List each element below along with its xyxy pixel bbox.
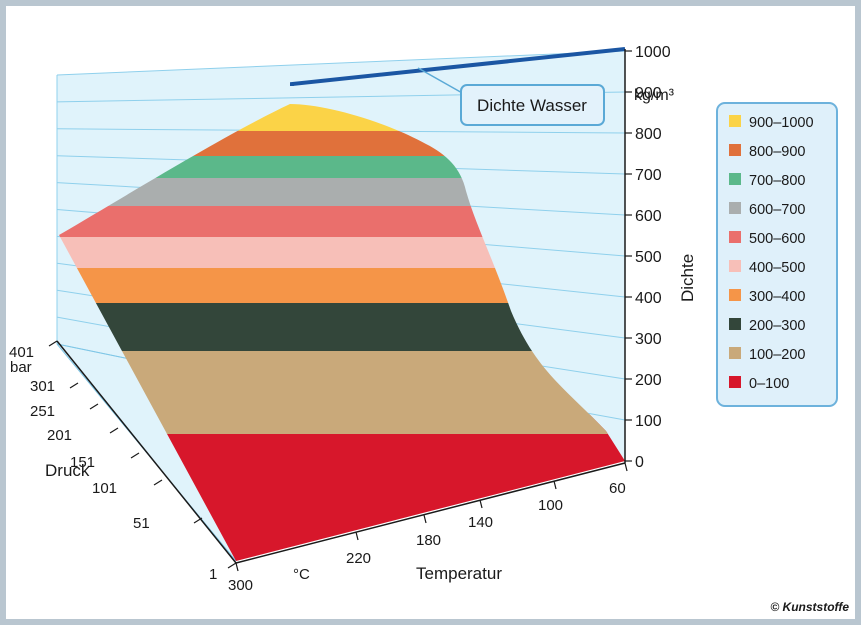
copyright: © Kunststoffe [770, 600, 849, 614]
z-tick-label: 500 [635, 249, 662, 266]
surface-band [59, 206, 625, 237]
z-axis-unit: kg/m³ [634, 87, 675, 104]
surface-band [59, 237, 625, 268]
legend-swatch [729, 173, 741, 185]
y-axis-unit: bar [10, 359, 32, 376]
y-tick-label: 201 [47, 427, 72, 444]
chart-svg: Dichte Wasser 0 100 200 300 400 500 600 700 800 9… [9, 44, 849, 614]
x-tick-mark [423, 514, 427, 524]
y-tick-label: 1 [209, 566, 217, 583]
legend-label: 700–800 [749, 173, 805, 189]
z-tick-label: 600 [635, 208, 662, 225]
gridline [56, 50, 626, 76]
legend-label: 500–600 [749, 231, 805, 247]
surface-band [59, 178, 625, 206]
y-tick-mark [193, 517, 203, 524]
z-tick-label: 800 [635, 126, 662, 143]
surface-band [59, 268, 625, 303]
legend-label: 0–100 [749, 376, 789, 392]
x-axis-unit: °C [293, 566, 310, 583]
z-tick-label: 200 [635, 372, 662, 389]
legend-swatch [729, 202, 741, 214]
y-tick-label: 401 [9, 344, 34, 361]
x-tick-mark [479, 499, 483, 509]
y-tick-mark [109, 427, 119, 434]
x-tick-label: 180 [416, 532, 441, 549]
legend-swatch [729, 144, 741, 156]
legend-swatch [729, 115, 741, 127]
y-tick-mark [130, 452, 140, 459]
y-tick-label: 251 [30, 403, 55, 420]
legend-label: 900–1000 [749, 115, 814, 131]
surface-band [59, 156, 625, 178]
z-axis-title: Dichte [678, 254, 697, 302]
legend-label: 100–200 [749, 347, 805, 363]
x-tick-mark [355, 531, 359, 541]
z-tick-label: 1000 [635, 44, 671, 61]
z-tick-label: 0 [635, 454, 644, 471]
legend-label: 200–300 [749, 318, 805, 334]
y-tick-label: 101 [92, 480, 117, 497]
y-tick-mark [89, 403, 99, 410]
z-tick-label: 300 [635, 331, 662, 348]
surface-band [59, 303, 625, 351]
legend: 900–1000 800–900 700–800 600–700 500–600 400–… [716, 102, 838, 407]
legend-label: 600–700 [749, 202, 805, 218]
x-tick-label: 100 [538, 497, 563, 514]
z-tick-label: 100 [635, 413, 662, 430]
x-tick-label: 60 [609, 480, 626, 497]
y-tick-mark [48, 340, 58, 347]
x-tick-mark [553, 480, 557, 490]
surface-band [59, 351, 625, 434]
callout-label: Dichte Wasser [477, 96, 587, 115]
x-tick-mark [235, 562, 239, 572]
y-axis [56, 340, 237, 564]
legend-label: 400–500 [749, 260, 805, 276]
z-tick-label: 900 [635, 85, 662, 102]
legend-swatch [729, 347, 741, 359]
x-tick-label: 140 [468, 514, 493, 531]
y-tick-label: 151 [70, 454, 95, 471]
y-tick-mark [227, 562, 237, 569]
water-density-line [290, 47, 626, 86]
callout: Dichte Wasser [417, 67, 605, 126]
x-tick-label: 300 [228, 577, 253, 594]
legend-label: 800–900 [749, 144, 805, 160]
z-axis-ticks: 0 100 200 300 400 500 600 700 800 900 1000 [625, 44, 671, 471]
legend-label: 300–400 [749, 289, 805, 305]
legend-swatch [729, 289, 741, 301]
x-axis-title: Temperatur [416, 564, 502, 583]
legend-swatch [729, 376, 741, 388]
x-axis-ticks: 300 220 180 140 100 60 [228, 462, 628, 594]
x-axis [235, 462, 626, 564]
y-tick-label: 51 [133, 515, 150, 532]
x-tick-mark [624, 462, 628, 472]
z-tick-label: 400 [635, 290, 662, 307]
x-tick-label: 220 [346, 550, 371, 567]
z-tick-label: 700 [635, 167, 662, 184]
y-axis-ticks: 401 301 251 201 151 101 51 1 [9, 340, 237, 583]
y-tick-mark [69, 382, 79, 389]
y-axis-title: Druck [45, 461, 90, 480]
y-tick-mark [153, 479, 163, 486]
legend-swatch [729, 260, 741, 272]
y-tick-label: 301 [30, 378, 55, 395]
chart-frame: Dichte Wasser 0 100 200 300 400 500 600 700 800 9… [6, 6, 855, 619]
legend-swatch [729, 318, 741, 330]
legend-swatch [729, 231, 741, 243]
